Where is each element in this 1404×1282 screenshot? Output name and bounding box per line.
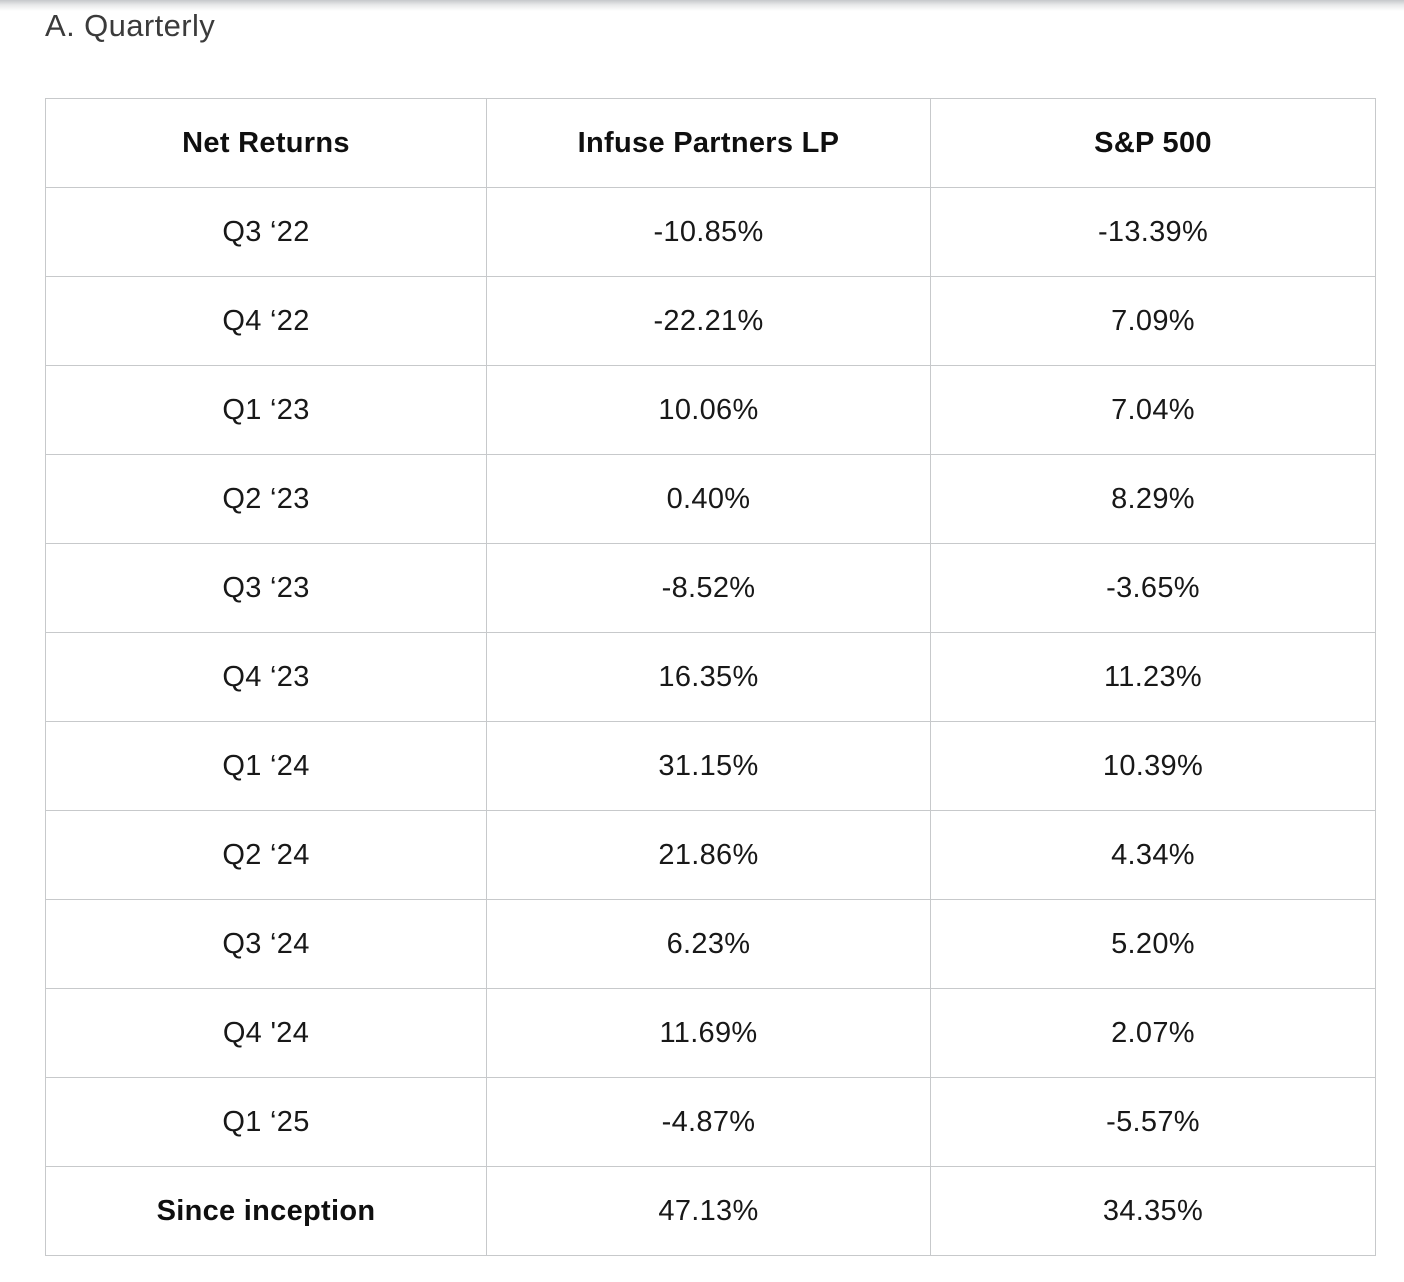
table-row: Q3 ‘22 -10.85% -13.39% (45, 187, 1376, 277)
sp500-value-cell: -5.57% (930, 1077, 1376, 1167)
column-header-sp500: S&P 500 (930, 98, 1376, 188)
quarter-cell: Q2 ‘24 (45, 810, 487, 900)
sp500-value-cell: 10.39% (930, 721, 1376, 811)
sp500-value-cell: 7.04% (930, 365, 1376, 455)
quarterly-returns-table: Net Returns Infuse Partners LP S&P 500 Q… (45, 98, 1376, 1256)
infuse-value-cell: 21.86% (486, 810, 931, 900)
infuse-value-cell: 47.13% (486, 1166, 931, 1256)
header-row: Net Returns Infuse Partners LP S&P 500 (45, 98, 1376, 188)
quarter-cell: Q3 ‘22 (45, 187, 487, 277)
infuse-value-cell: -22.21% (486, 276, 931, 366)
infuse-value-cell: 6.23% (486, 899, 931, 989)
infuse-value-cell: 10.06% (486, 365, 931, 455)
sp500-value-cell: 11.23% (930, 632, 1376, 722)
table-row: Q1 ‘23 10.06% 7.04% (45, 365, 1376, 455)
quarter-cell: Q4 ‘23 (45, 632, 487, 722)
quarter-cell: Q1 ‘23 (45, 365, 487, 455)
table-row: Since inception 47.13% 34.35% (45, 1166, 1376, 1256)
sp500-value-cell: 2.07% (930, 988, 1376, 1078)
infuse-value-cell: 11.69% (486, 988, 931, 1078)
table-row: Q2 ‘24 21.86% 4.34% (45, 810, 1376, 900)
table-row: Q4 '24 11.69% 2.07% (45, 988, 1376, 1078)
quarter-cell: Q4 ‘22 (45, 276, 487, 366)
table-row: Q4 ‘22 -22.21% 7.09% (45, 276, 1376, 366)
table-row: Q1 ‘25 -4.87% -5.57% (45, 1077, 1376, 1167)
infuse-value-cell: -4.87% (486, 1077, 931, 1167)
table-row: Q4 ‘23 16.35% 11.23% (45, 632, 1376, 722)
quarter-cell: Q3 ‘23 (45, 543, 487, 633)
sp500-value-cell: 5.20% (930, 899, 1376, 989)
table-row: Q2 ‘23 0.40% 8.29% (45, 454, 1376, 544)
sp500-value-cell: -3.65% (930, 543, 1376, 633)
column-header-infuse-partners: Infuse Partners LP (486, 98, 931, 188)
infuse-value-cell: 16.35% (486, 632, 931, 722)
table-body: Q3 ‘22 -10.85% -13.39% Q4 ‘22 -22.21% 7.09% Q1… (45, 187, 1376, 1256)
section-title: A. Quarterly (45, 8, 216, 43)
infuse-value-cell: 0.40% (486, 454, 931, 544)
quarter-cell: Q2 ‘23 (45, 454, 487, 544)
sp500-value-cell: 4.34% (930, 810, 1376, 900)
quarter-cell: Since inception (45, 1166, 487, 1256)
column-header-net-returns: Net Returns (45, 98, 487, 188)
quarter-cell: Q1 ‘25 (45, 1077, 487, 1167)
infuse-value-cell: -10.85% (486, 187, 931, 277)
quarter-cell: Q4 '24 (45, 988, 487, 1078)
quarter-cell: Q1 ‘24 (45, 721, 487, 811)
sp500-value-cell: 34.35% (930, 1166, 1376, 1256)
table-row: Q3 ‘24 6.23% 5.20% (45, 899, 1376, 989)
infuse-value-cell: 31.15% (486, 721, 931, 811)
infuse-value-cell: -8.52% (486, 543, 931, 633)
sp500-value-cell: 8.29% (930, 454, 1376, 544)
table-row: Q3 ‘23 -8.52% -3.65% (45, 543, 1376, 633)
table-row: Q1 ‘24 31.15% 10.39% (45, 721, 1376, 811)
quarter-cell: Q3 ‘24 (45, 899, 487, 989)
table-header: Net Returns Infuse Partners LP S&P 500 (45, 98, 1376, 188)
sp500-value-cell: -13.39% (930, 187, 1376, 277)
sp500-value-cell: 7.09% (930, 276, 1376, 366)
